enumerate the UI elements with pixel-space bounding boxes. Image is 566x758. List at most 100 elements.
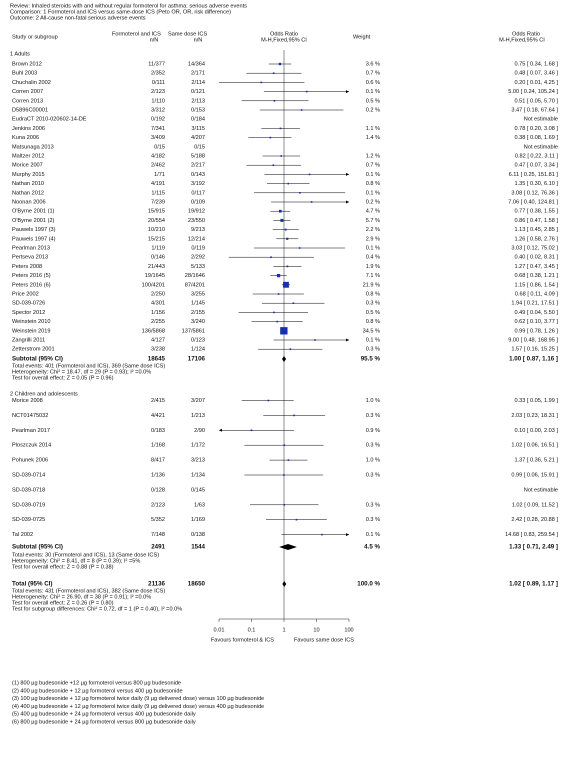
study-name: Maltzer 2012 [12,153,44,159]
study-name: Nathan 2012 [12,190,44,196]
footnote: (3) 100 µg budesonide + 12 µg formoterol… [12,696,264,702]
effect: Not estimable [524,117,558,123]
point-estimate [269,136,272,139]
study-name: Pohunek 2006 [12,458,48,464]
events-s: 28/1646 [185,273,205,279]
footnote: (6) 800 µg budesonide + 24 µg formoterol… [12,719,196,725]
diamond [282,581,287,587]
study-name: Zangrilli 2011 [12,337,45,343]
events-s: 2/114 [191,80,205,86]
weight: 0.9 % [366,428,380,434]
study-name: Morice 2008 [12,398,43,404]
weight: 0.7 % [366,163,380,169]
header-line: Comparison: 1 Formoterol and ICS versus … [10,9,231,15]
weight: 0.5 % [366,98,380,104]
total-note: Total events: 431 (Formoterol and ICS), … [12,588,165,594]
events-s: 0/15 [194,144,205,150]
point-estimate [310,201,313,203]
events-f: 1/115 [151,190,165,196]
events-f: 2/123 [151,502,165,508]
study-name: Pearlman 2013 [12,245,50,251]
events-s: 1/134 [191,472,205,478]
effect: 0.99 [ 0.06, 15.91 ] [511,472,558,478]
study-name: Corren 2013 [12,98,43,104]
events-f: 100/4201 [142,282,165,288]
point-estimate [299,192,301,194]
weight: 0.1 % [366,172,380,178]
effect: 0.68 [ 0.38, 1.21 ] [514,273,558,279]
point-estimate [287,182,290,185]
weight: 0.2 % [366,107,380,113]
events-s: 0/153 [191,107,205,113]
events-f: 19/1645 [145,273,165,279]
events-s: 23/550 [188,218,205,224]
events-f: 1/110 [151,98,165,104]
study-name: SD-039-0719 [12,502,45,508]
point-estimate [293,414,295,417]
effect: 0.77 [ 0.38, 1.55 ] [514,209,558,215]
events-s: 3/192 [191,181,205,187]
events-f: 4/191 [151,181,165,187]
point-estimate [283,444,286,446]
effect: 1.33 [ 0.71, 2.49 ] [509,544,558,551]
study-name: Matsunaga 2013 [12,144,54,150]
col-effect: Odds Ratio [512,31,540,37]
study-name: O'Byrne 2001 (2) [12,218,55,224]
events-s: 0/123 [191,337,205,343]
study-name: Peters 2016 (6) [12,282,51,288]
events-f: 1/136 [151,472,165,478]
events-s: 0/143 [191,172,205,178]
events-s: 137/5861 [182,328,205,334]
weight: 0.3 % [366,347,380,353]
events-s: 0/119 [191,245,205,251]
effect: 0.47 [ 0.07, 3.34 ] [514,163,558,169]
ci-arrow [346,338,349,342]
events-s: 1/145 [191,301,205,307]
weight: 7.1 % [366,273,380,279]
events-f: 21/443 [148,264,165,270]
group-note: Test for overall effect: Z = 0.05 (P = 0… [12,375,114,381]
col-s-unit: n/N [194,37,203,43]
col-f-unit: n/N [150,37,159,43]
study-name: Buhl 2003 [12,71,37,77]
effect: 0.86 [ 0.47, 1.58 ] [514,218,558,224]
study-name: Weinstein 2010 [12,319,50,325]
point-estimate [286,237,289,240]
ci-arrow [346,172,349,176]
study-name: Nathan 2010 [12,181,44,187]
effect: 1.37 [ 0.36, 5.21 ] [514,458,558,464]
effect: Not estimable [524,487,558,493]
point-estimate [273,311,275,314]
effect: 1.94 [ 0.21, 17.51 ] [511,301,558,307]
study-name: Murphy 2015 [12,172,45,178]
events-f: 20/554 [148,218,165,224]
events-f: 2/415 [151,398,165,404]
weight: 0.8 % [366,181,380,187]
summary-label: Subtotal (95% CI) [12,544,63,551]
effect: 1.00 [ 0.87, 1.16 ] [509,356,558,363]
study-name: Morice 2007 [12,163,43,169]
total-s: 18650 [188,581,206,588]
effect: 0.78 [ 0.20, 3.08 ] [514,126,558,132]
point-estimate [267,399,270,402]
x-tick-label: 1 [282,627,285,633]
point-estimate [278,209,282,213]
ci-arrow [346,533,349,537]
weight: 0.1 % [366,532,380,538]
weight: 0.6 % [366,80,380,86]
weight: 5.7 % [366,218,380,224]
effect: 0.10 [ 0.00, 2.03 ] [514,428,558,434]
study-name: Pauwels 1997 (3) [12,227,56,233]
events-s: 9/213 [191,227,205,233]
events-s: 2/90 [194,428,205,434]
effect: 3.03 [ 0.12, 75.02 ] [511,245,558,251]
weight: 100.0 % [357,581,380,588]
effect: 1.02 [ 0.06, 16.51 ] [511,443,558,449]
events-s: 5/133 [191,264,205,270]
events-s: 2/155 [191,310,205,316]
total-f: 21136 [148,581,165,588]
group-note: Total events: 30 (Formoterol and ICS), 1… [12,552,159,558]
effect: 7.06 [ 0.40, 124.81 ] [508,199,558,205]
col-effect-method: M-H,Fixed,95% CI [499,37,545,43]
events-f: 3/238 [151,347,165,353]
